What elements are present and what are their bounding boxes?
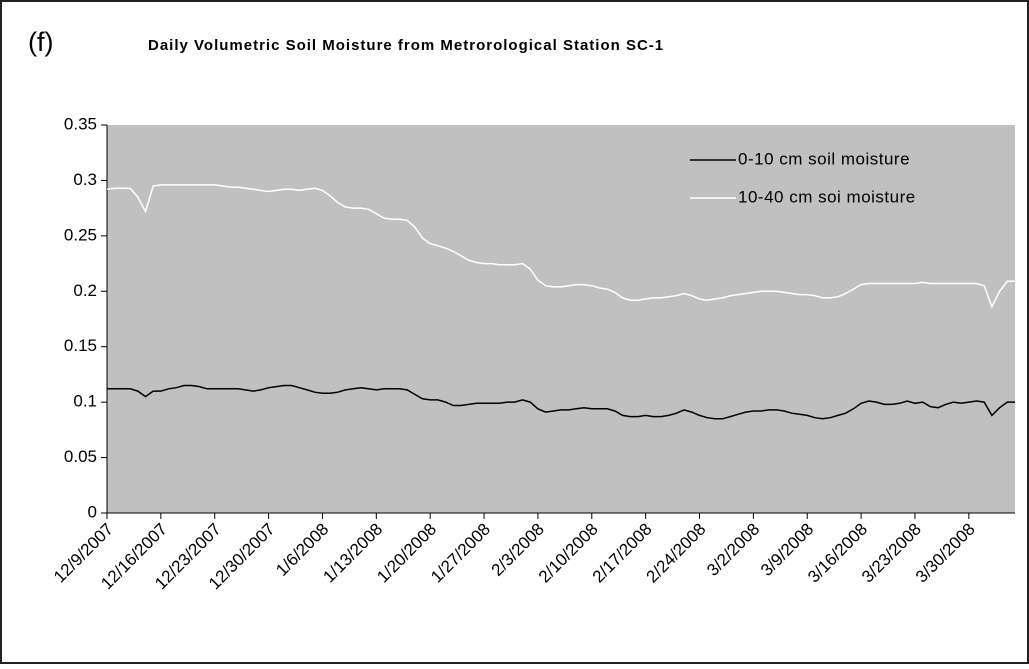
y-tick-label: 0.35 xyxy=(64,114,97,133)
series-line xyxy=(106,184,1015,309)
y-tick-label: 0.05 xyxy=(64,447,97,466)
y-tick-label: 0.3 xyxy=(73,170,97,189)
y-tick-label: 0.15 xyxy=(64,336,97,355)
series-line xyxy=(107,384,1015,420)
y-tick-label: 0 xyxy=(88,502,97,521)
y-tick-label: 0.25 xyxy=(64,225,97,244)
chart-title: Daily Volumetric Soil Moisture from Metr… xyxy=(148,37,664,54)
y-tick-label: 0.1 xyxy=(73,392,97,411)
y-tick-label: 0.2 xyxy=(73,281,97,300)
legend-label: 10-40 cm soi moisture xyxy=(738,187,916,206)
plot-area xyxy=(107,125,1015,513)
panel-label: (f) xyxy=(28,27,53,57)
legend-label: 0-10 cm soil moisture xyxy=(738,149,910,168)
